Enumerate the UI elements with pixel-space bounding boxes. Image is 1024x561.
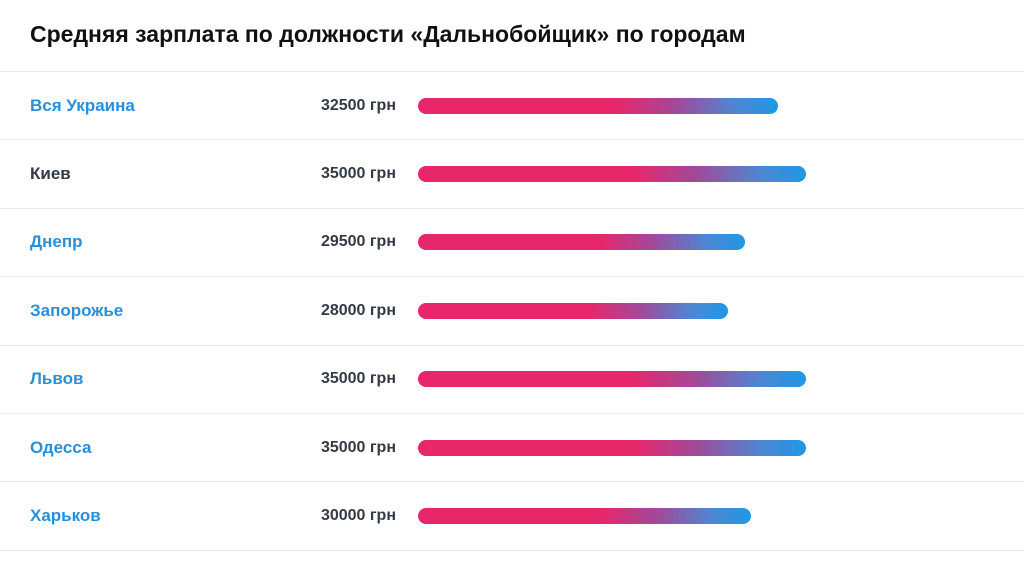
salary-row-2: Днепр 29500 грн	[0, 209, 1024, 278]
salary-row-3: Запорожье 28000 грн	[0, 277, 1024, 346]
salary-bar-track-3	[418, 302, 806, 319]
city-link-2[interactable]: Днепр	[30, 232, 83, 252]
salary-amount-0: 32500 грн	[320, 96, 396, 114]
city-link-4[interactable]: Львов	[30, 369, 84, 389]
city-link-1: Киев	[30, 164, 71, 184]
salary-bar-1	[418, 166, 806, 183]
salary-row-6: Харьков 30000 грн	[0, 482, 1024, 551]
salary-amount-1: 35000 грн	[320, 165, 396, 183]
salary-list: Вся Украина 32500 грн Киев 35000 грн Дне…	[0, 71, 1024, 551]
salary-row-1: Киев 35000 грн	[0, 140, 1024, 209]
widget-title: Средняя зарплата по должности «Дальнобой…	[30, 21, 746, 47]
salary-bar-0	[418, 97, 779, 114]
salary-bar-2	[418, 234, 746, 251]
salary-amount-4: 35000 грн	[320, 370, 396, 388]
salary-bar-3	[418, 302, 729, 319]
salary-bar-track-0	[418, 97, 806, 114]
salary-bar-track-2	[418, 234, 806, 251]
city-link-3[interactable]: Запорожье	[30, 300, 124, 320]
salary-amount-5: 35000 грн	[320, 438, 396, 456]
salary-bar-track-4	[418, 371, 806, 388]
salary-bar-5	[418, 439, 806, 456]
salary-bar-track-1	[418, 166, 806, 183]
salary-row-0: Вся Украина 32500 грн	[0, 72, 1024, 141]
city-link-6[interactable]: Харьков	[30, 506, 101, 526]
salary-bar-4	[418, 371, 806, 388]
salary-row-4: Львов 35000 грн	[0, 346, 1024, 414]
salary-amount-3: 28000 грн	[320, 301, 396, 319]
salary-bar-6	[418, 508, 751, 525]
city-link-0[interactable]: Вся Украина	[30, 95, 135, 115]
salary-bar-track-6	[418, 508, 806, 525]
city-link-5[interactable]: Одесса	[30, 437, 92, 457]
salary-amount-2: 29500 грн	[320, 233, 396, 251]
salary-bar-track-5	[418, 439, 806, 456]
salary-amount-6: 30000 грн	[320, 507, 396, 525]
salary-row-5: Одесса 35000 грн	[0, 414, 1024, 483]
